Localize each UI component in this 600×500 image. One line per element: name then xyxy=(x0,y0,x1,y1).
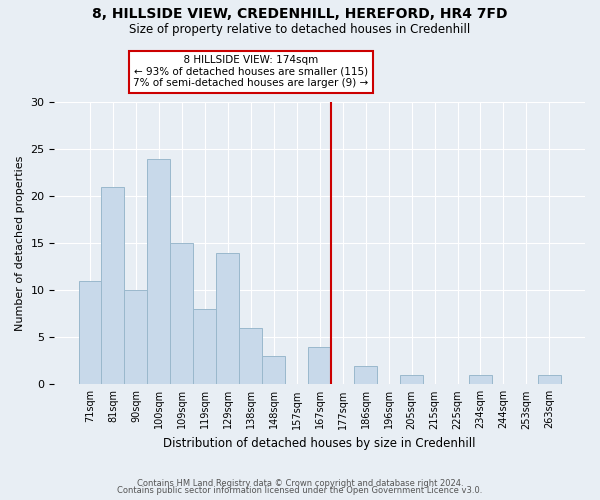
Bar xyxy=(239,328,262,384)
Text: 8, HILLSIDE VIEW, CREDENHILL, HEREFORD, HR4 7FD: 8, HILLSIDE VIEW, CREDENHILL, HEREFORD, … xyxy=(92,8,508,22)
Bar xyxy=(262,356,285,384)
Bar xyxy=(124,290,148,384)
Bar xyxy=(101,187,124,384)
Text: Contains public sector information licensed under the Open Government Licence v3: Contains public sector information licen… xyxy=(118,486,482,495)
Bar xyxy=(354,366,377,384)
Bar xyxy=(469,375,492,384)
Bar xyxy=(308,346,331,385)
X-axis label: Distribution of detached houses by size in Credenhill: Distribution of detached houses by size … xyxy=(163,437,476,450)
Text: Contains HM Land Registry data © Crown copyright and database right 2024.: Contains HM Land Registry data © Crown c… xyxy=(137,478,463,488)
Bar xyxy=(217,253,239,384)
Bar xyxy=(538,375,561,384)
Bar xyxy=(148,159,170,384)
Bar xyxy=(79,281,101,384)
Y-axis label: Number of detached properties: Number of detached properties xyxy=(15,156,25,331)
Bar xyxy=(400,375,423,384)
Text: 8 HILLSIDE VIEW: 174sqm  
← 93% of detached houses are smaller (115)
7% of semi-: 8 HILLSIDE VIEW: 174sqm ← 93% of detache… xyxy=(133,55,368,88)
Bar xyxy=(170,244,193,384)
Bar xyxy=(193,309,217,384)
Text: Size of property relative to detached houses in Credenhill: Size of property relative to detached ho… xyxy=(130,22,470,36)
